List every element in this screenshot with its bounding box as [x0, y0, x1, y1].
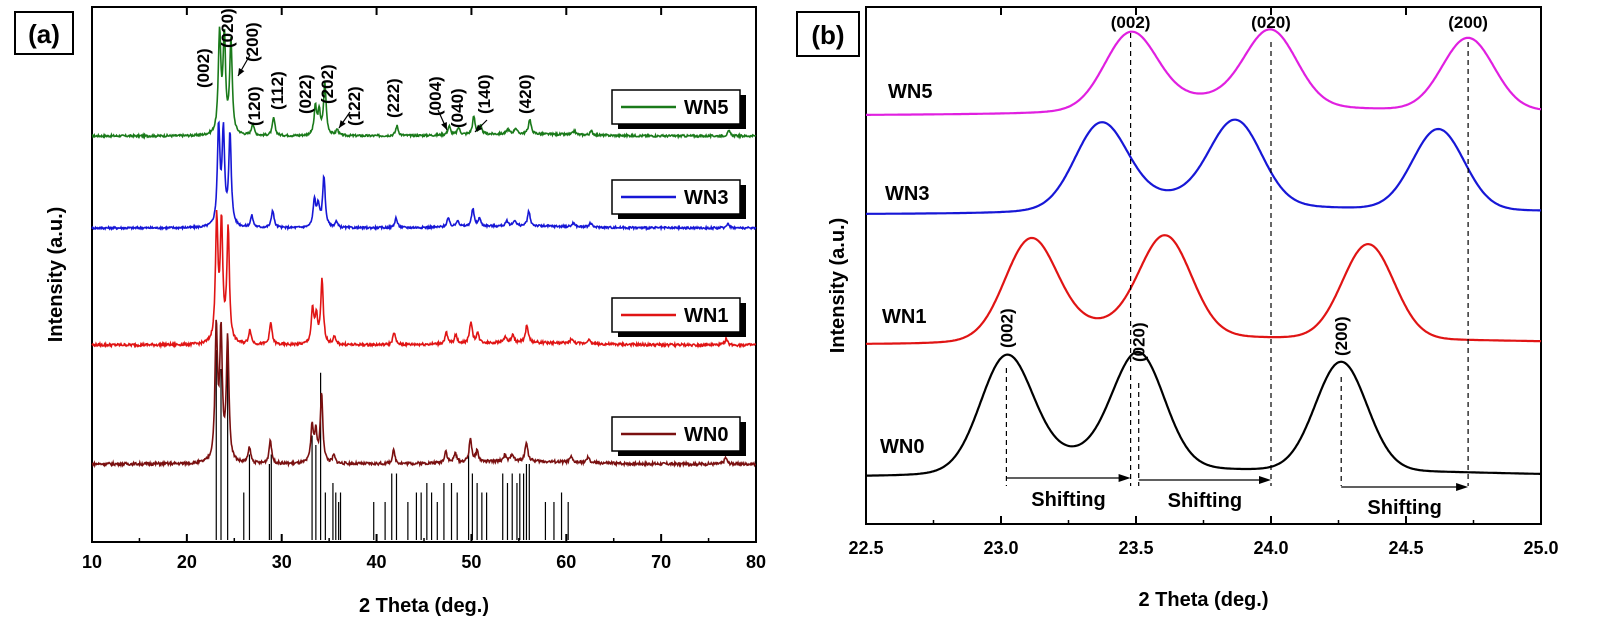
- sample-label-wn3: WN3: [885, 183, 929, 205]
- x-tick-label-a: 80: [746, 552, 766, 572]
- x-tick-label-a: 10: [82, 552, 102, 572]
- peak-annotation-a: (120): [245, 86, 264, 126]
- peak-annotation-a: (020): [218, 8, 237, 48]
- sample-label-wn5: WN5: [888, 81, 932, 103]
- peak-annotation-a: (200): [243, 22, 262, 62]
- shift-label: Shifting: [1031, 489, 1105, 511]
- peak-annotation-a: (022): [296, 74, 315, 114]
- peak-annotation-a: (222): [384, 78, 403, 118]
- panel-label-box-b: [796, 11, 860, 57]
- xrd-trace-wn1: [91, 209, 757, 350]
- x-tick-label-a: 60: [556, 552, 576, 572]
- x-tick-label-b: 24.0: [1253, 538, 1288, 558]
- y-axis-title-b: Intensity (a.u.): [827, 218, 849, 354]
- peak-annotation-a: (140): [475, 74, 494, 114]
- legend-label-wn1: WN1: [684, 305, 728, 327]
- legend-label-wn5: WN5: [684, 97, 728, 119]
- peak-annotation-a: (202): [318, 64, 337, 104]
- panel-b: 22.5 23.0 23.5 24.0 24.5 25.0 2 Theta (deg.) In…: [796, 6, 1559, 611]
- xrd-zoom-trace-wn3: [866, 118, 1541, 215]
- x-axis-title-a: 2 Theta (deg.): [359, 595, 489, 617]
- x-tick-label-a: 50: [461, 552, 481, 572]
- legend-label-wn0: WN0: [684, 424, 728, 446]
- peak-annotation-b-wn0: (200): [1332, 316, 1351, 356]
- peak-annotation-a: (420): [516, 74, 535, 114]
- annotation-arrowhead-a: [339, 120, 346, 128]
- peak-annotation-a: (112): [268, 71, 287, 110]
- annotation-arrowhead-a: [441, 122, 447, 130]
- x-tick-label-b: 23.5: [1118, 538, 1153, 558]
- shift-arrowhead: [1118, 474, 1131, 482]
- x-tick-label-b: 22.5: [848, 538, 883, 558]
- x-tick-label-a: 70: [651, 552, 671, 572]
- peak-annotation-b-wn0: (002): [997, 308, 1016, 348]
- panel-a: 10 20 30 40 50 60 70 80 2 Theta (deg.) Intensity …: [14, 6, 766, 617]
- x-tick-label-b: 25.0: [1523, 538, 1558, 558]
- peak-annotation-b-wn5: (020): [1251, 13, 1291, 32]
- y-axis-title-a: Intensity (a.u.): [45, 207, 67, 343]
- peak-annotation-a: (122): [345, 86, 364, 126]
- panel-label-box-a: [14, 11, 74, 55]
- x-tick-label-a: 40: [367, 552, 387, 572]
- xrd-zoom-trace-wn1: [866, 234, 1542, 345]
- peak-annotation-b-wn5: (002): [1111, 13, 1151, 32]
- sample-label-wn1: WN1: [882, 306, 926, 328]
- xrd-trace-wn3: [91, 120, 757, 232]
- peak-annotation-a: (040): [448, 88, 467, 128]
- peak-annotation-b-wn5: (200): [1448, 13, 1488, 32]
- xrd-zoom-trace-wn5: [866, 28, 1542, 116]
- shift-arrowhead: [1456, 483, 1469, 491]
- annotation-arrowhead-a: [475, 124, 483, 132]
- panel-label-a: (a): [28, 19, 60, 49]
- peak-annotation-a: (004): [426, 76, 445, 116]
- legend-label-wn3: WN3: [684, 187, 728, 209]
- x-tick-label-b: 23.0: [983, 538, 1018, 558]
- shift-label: Shifting: [1367, 497, 1441, 519]
- shift-label: Shifting: [1168, 490, 1242, 512]
- peak-annotation-a: (002): [194, 48, 213, 88]
- sample-label-wn0: WN0: [880, 436, 924, 458]
- xrd-trace-wn5: [91, 26, 757, 141]
- panel-label-b: (b): [811, 20, 844, 50]
- peak-annotation-b-wn0: (020): [1130, 322, 1149, 362]
- annotation-arrowhead-a: [238, 68, 245, 76]
- shift-arrowhead: [1259, 476, 1271, 484]
- x-axis-title-b: 2 Theta (deg.): [1138, 589, 1268, 611]
- x-tick-label-a: 30: [272, 552, 292, 572]
- xrd-zoom-trace-wn0: [866, 350, 1541, 477]
- xrd-trace-wn0: [91, 319, 757, 469]
- x-tick-label-a: 20: [177, 552, 197, 572]
- x-tick-label-b: 24.5: [1388, 538, 1423, 558]
